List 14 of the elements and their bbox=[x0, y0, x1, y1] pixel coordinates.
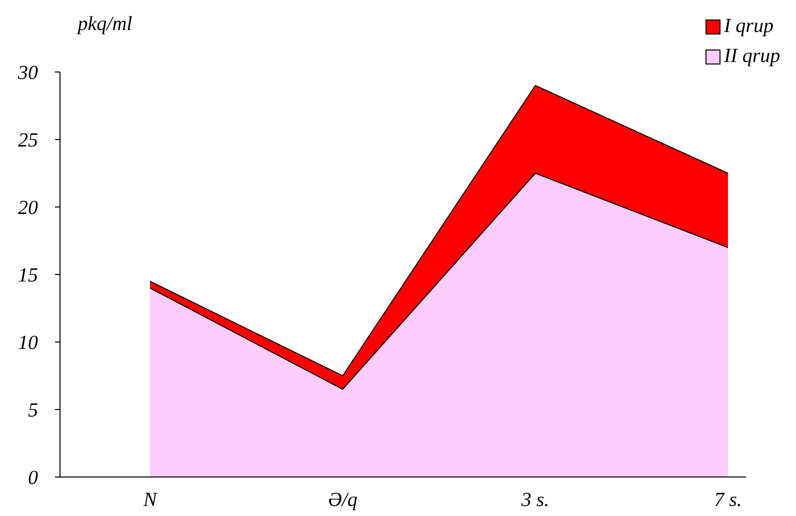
y-tick-label: 15 bbox=[18, 264, 38, 286]
legend-label: II qrup bbox=[723, 45, 780, 67]
y-tick-label: 20 bbox=[18, 197, 38, 219]
y-axis-title: pkq/ml bbox=[76, 13, 133, 35]
x-tick-label: 7 s. bbox=[714, 489, 742, 511]
legend-label: I qrup bbox=[723, 15, 774, 37]
x-tick-label: N bbox=[142, 489, 158, 511]
x-tick-label: 3 s. bbox=[520, 489, 550, 511]
y-tick-label: 25 bbox=[18, 130, 38, 152]
y-tick-label: 30 bbox=[17, 62, 38, 84]
y-tick-label: 0 bbox=[28, 467, 38, 489]
x-tick-label: Ə/q bbox=[328, 489, 358, 511]
y-tick-label: 5 bbox=[28, 400, 38, 422]
y-tick-label: 10 bbox=[18, 332, 38, 354]
